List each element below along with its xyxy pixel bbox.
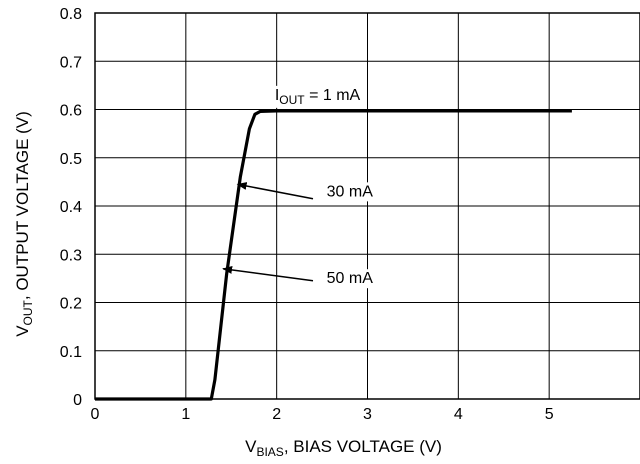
x-tick-label: 2 <box>272 406 281 423</box>
plot-area-frame <box>94 12 640 400</box>
x-axis-title-main: V <box>245 437 257 456</box>
grid <box>94 12 640 400</box>
x-axis-title-rest: , BIAS VOLTAGE (V) <box>284 437 442 456</box>
x-tick-label: 3 <box>363 406 372 423</box>
y-tick-labels: 0 0.1 0.2 0.3 0.4 0.5 0.6 0.7 0.8 <box>60 6 82 409</box>
annotation-label-background <box>323 269 377 289</box>
x-tick-label: 0 <box>91 406 100 423</box>
annotation-label-subscript: OUT <box>279 93 305 107</box>
x-axis-title: VBIAS, BIAS VOLTAGE (V) <box>245 437 442 459</box>
x-tick-label: 1 <box>181 406 190 423</box>
series-group <box>95 109 572 401</box>
y-tick-label: 0.3 <box>60 247 82 264</box>
annotation-arrow <box>222 265 314 282</box>
y-tick-label: 0.2 <box>60 296 82 313</box>
y-axis-title: VOUT, OUTPUT VOLTAGE (V) <box>13 111 35 337</box>
annotation-label-background <box>271 85 364 108</box>
x-tick-labels: 0 1 2 3 4 5 <box>91 406 554 423</box>
annotation-label-main: I <box>275 87 279 104</box>
x-tick-label: 4 <box>454 406 463 423</box>
annotations: IOUT = 1 mA 30 mA 50 mA <box>222 85 377 289</box>
y-axis-title-subscript: OUT <box>21 299 35 325</box>
y-axis-title-rest: , OUTPUT VOLTAGE (V) <box>13 111 32 300</box>
y-axis-title-main: V <box>13 325 32 337</box>
annotation-label-background <box>323 182 377 202</box>
series-line <box>95 109 572 401</box>
y-tick-label: 0.5 <box>60 151 82 168</box>
annotation-label: IOUT = 1 mA <box>275 87 361 107</box>
annotation-arrow <box>236 182 314 200</box>
y-tick-label: 0.6 <box>60 103 82 120</box>
annotation-label: 50 mA <box>327 270 374 287</box>
x-axis-title-subscript: BIAS <box>256 445 283 459</box>
annotation-label: 30 mA <box>327 183 374 200</box>
y-tick-label: 0.1 <box>60 344 82 361</box>
y-tick-label: 0.4 <box>60 199 82 216</box>
y-tick-label: 0.7 <box>60 54 82 71</box>
y-tick-label: 0.8 <box>60 6 82 23</box>
y-tick-label: 0 <box>73 392 82 409</box>
x-tick-label: 5 <box>545 406 554 423</box>
annotation-label-rest: = 1 mA <box>305 87 361 104</box>
